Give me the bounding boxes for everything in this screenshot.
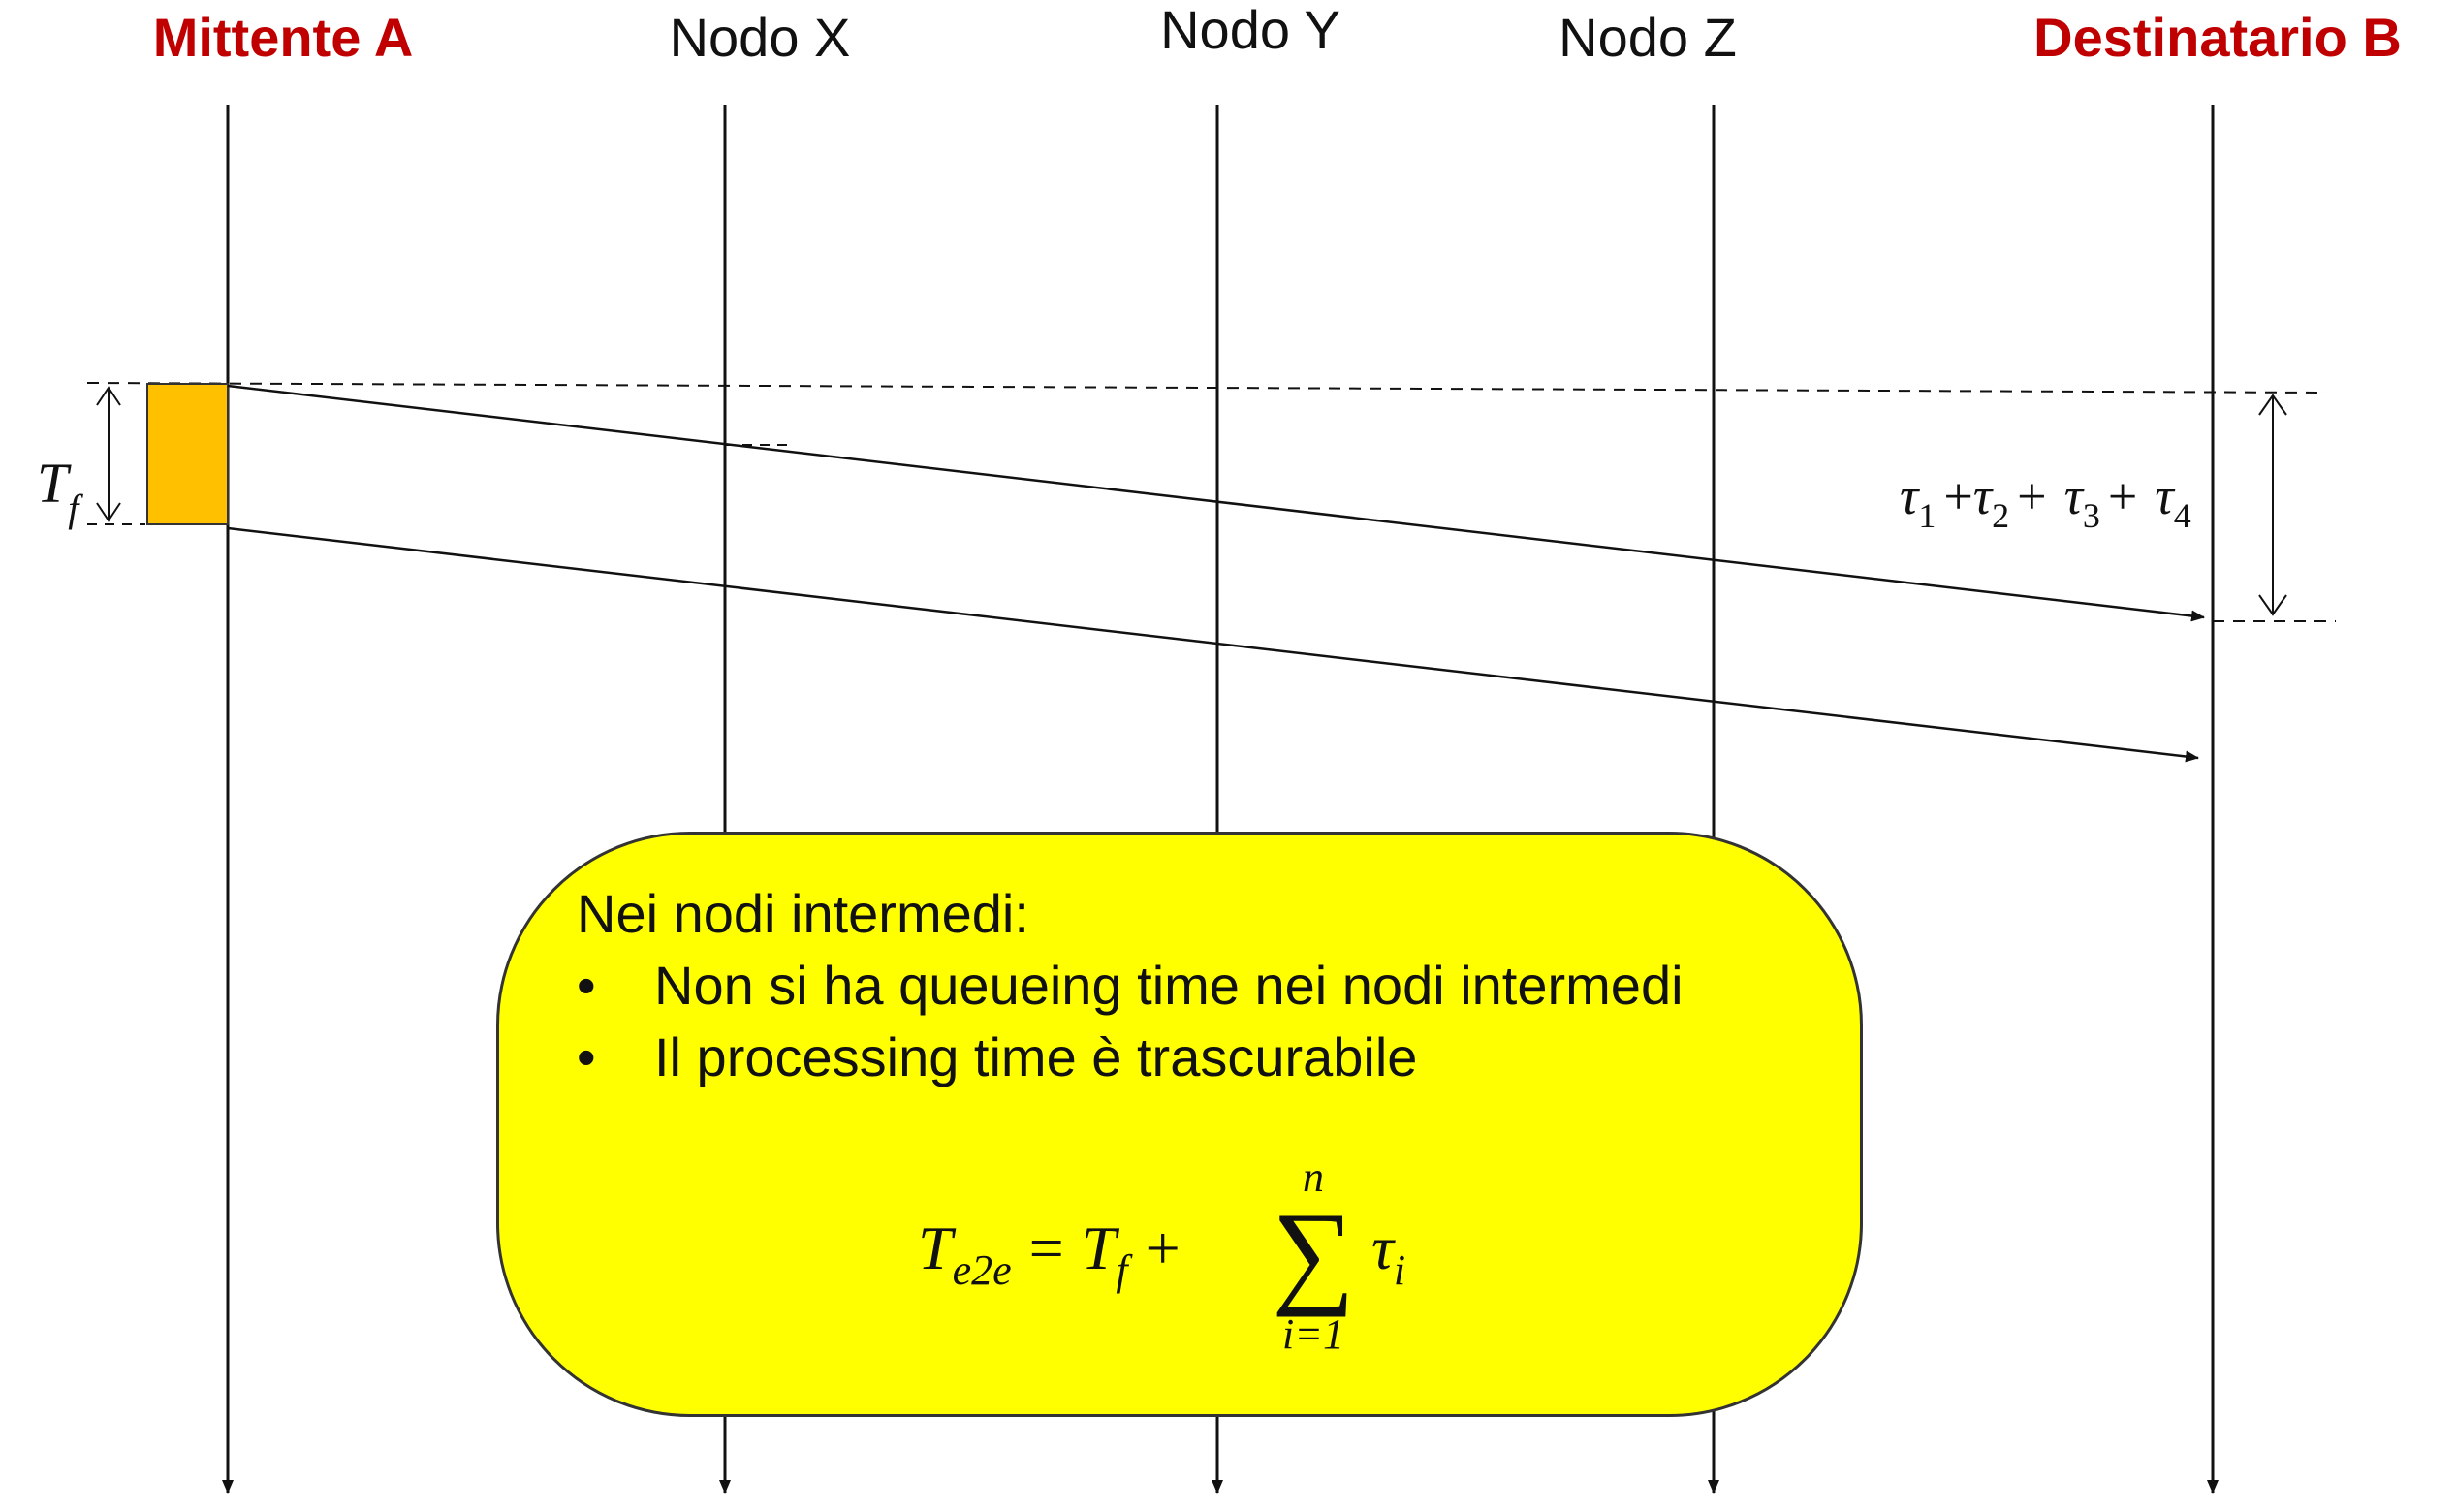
- frame-time-symbol: Tf: [37, 452, 83, 530]
- svg-text:τi: τi: [1371, 1213, 1405, 1294]
- end-to-end-formula: Te2e = Tf + ∑ n i=1 τi: [918, 1164, 1405, 1358]
- last-bit-arrow: [227, 526, 2199, 763]
- node-y-label: Nodo Y: [1160, 0, 1340, 60]
- bullet-icon: •: [577, 1026, 596, 1087]
- callout-heading: Nei nodi intermedi:: [577, 883, 1029, 944]
- list-item: • Il processing time è trascurabile: [577, 1026, 1418, 1087]
- assumption-list: • Non si ha queueing time nei nodi interm…: [577, 957, 1769, 1087]
- bullet-icon: •: [577, 955, 596, 1016]
- svg-text:Te2e=Tf+: Te2e = Tf +: [918, 1213, 1181, 1294]
- list-item: • Non si ha queueing time nei nodi interm…: [577, 955, 1684, 1016]
- node-z-label: Nodo Z: [1559, 7, 1737, 68]
- sum-lower-limit: i=1: [1282, 1310, 1344, 1358]
- frame-block: [146, 383, 229, 525]
- node-x-label: Nodo X: [670, 7, 851, 68]
- first-bit-arrow: [227, 384, 2205, 622]
- propagation-sum-label: τ1 +τ2 + τ3 + τ4: [1900, 467, 2191, 535]
- start-dashed-line: [86, 382, 2327, 394]
- sender-label: Mittente A: [153, 7, 414, 68]
- sum-upper-limit: n: [1303, 1164, 1324, 1201]
- assumptions-callout: Nei nodi intermedi: • Non si ha queueing …: [496, 832, 1863, 1417]
- sum-symbol: ∑: [1272, 1188, 1355, 1317]
- receiver-label: Destinatario B: [2033, 7, 2402, 68]
